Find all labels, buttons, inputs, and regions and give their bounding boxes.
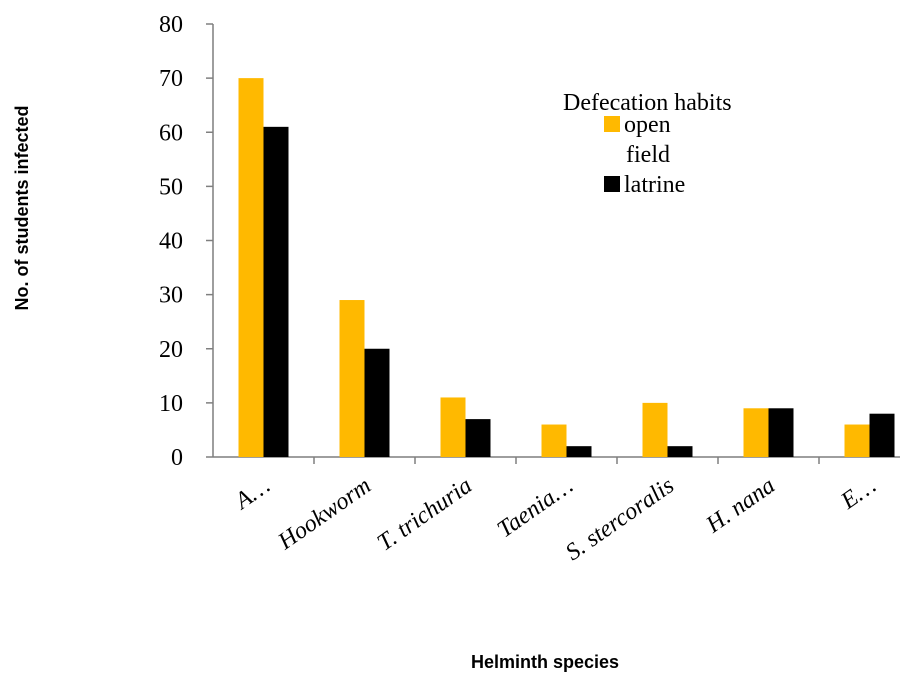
bar-latrine bbox=[768, 408, 794, 457]
category-label: Hookworm bbox=[273, 473, 376, 556]
category-label: A… bbox=[229, 473, 275, 516]
category-label: S. stercoralis bbox=[561, 473, 679, 566]
legend-label-latrine: latrine bbox=[624, 172, 685, 198]
legend: Defecation habits open field latrine bbox=[563, 90, 732, 198]
category-label: Taenia… bbox=[493, 473, 578, 544]
bar-latrine bbox=[364, 348, 390, 457]
y-tick-label: 20 bbox=[159, 337, 183, 363]
y-tick-label: 30 bbox=[159, 283, 183, 309]
bar-open-field bbox=[642, 402, 668, 457]
bar-latrine bbox=[667, 446, 693, 457]
bar-open-field bbox=[844, 424, 870, 457]
y-tick-label: 40 bbox=[159, 229, 183, 255]
y-tick-label: 70 bbox=[159, 66, 183, 92]
bar-latrine bbox=[465, 419, 491, 457]
y-tick-label: 60 bbox=[159, 120, 183, 146]
y-tick-label: 80 bbox=[159, 12, 183, 38]
y-axis-title: No. of students infected bbox=[12, 105, 32, 310]
legend-swatch-open-field bbox=[604, 116, 620, 132]
y-tick-label: 0 bbox=[171, 445, 183, 471]
x-axis bbox=[213, 456, 900, 464]
legend-label-field: field bbox=[626, 142, 670, 168]
bar-open-field bbox=[339, 300, 365, 457]
y-tick-label: 50 bbox=[159, 174, 183, 200]
bar-latrine bbox=[869, 413, 895, 457]
bars bbox=[238, 78, 895, 458]
bar-open-field bbox=[238, 78, 264, 457]
y-axis: 0 10 20 30 40 50 60 70 80 bbox=[159, 12, 214, 471]
legend-label-open: open bbox=[624, 112, 671, 138]
category-label: T. trichuria bbox=[373, 473, 477, 557]
bar-open-field bbox=[541, 424, 567, 457]
y-tick-label: 10 bbox=[159, 391, 183, 417]
legend-swatch-latrine bbox=[604, 176, 620, 192]
bar-open-field bbox=[440, 397, 466, 457]
category-label: E… bbox=[836, 473, 881, 516]
legend-title: Defecation habits bbox=[563, 90, 732, 116]
bar-latrine bbox=[566, 446, 592, 457]
bar-open-field bbox=[743, 408, 769, 457]
bar-latrine bbox=[263, 126, 289, 458]
x-axis-title: Helminth species bbox=[471, 652, 619, 672]
category-label: H. nana bbox=[701, 473, 780, 539]
